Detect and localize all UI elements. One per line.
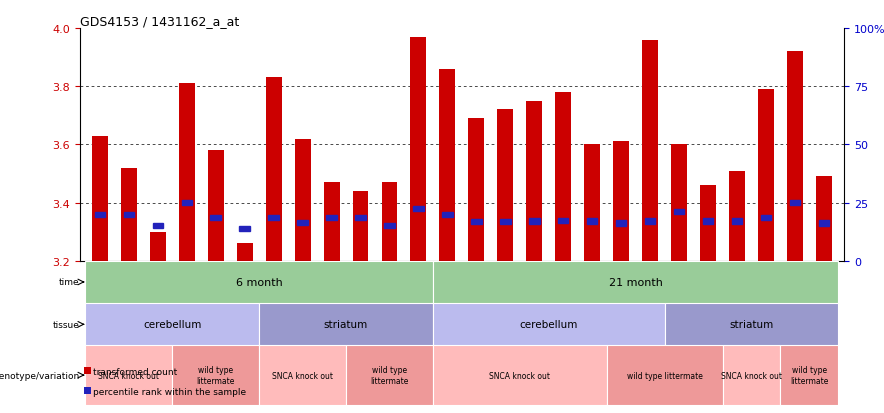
Text: genotype/variation: genotype/variation [0, 371, 80, 380]
Bar [471, 219, 482, 225]
Bar [645, 219, 655, 224]
Text: time: time [59, 278, 80, 287]
Bar [355, 216, 366, 221]
Bar [86, 261, 433, 304]
Bar [442, 212, 453, 217]
Bar [210, 216, 221, 221]
Bar [149, 232, 165, 261]
Bar [353, 192, 369, 261]
Bar [153, 223, 163, 228]
Text: tissue: tissue [53, 320, 80, 329]
Bar [526, 102, 542, 261]
Bar [433, 261, 838, 304]
Bar [587, 219, 598, 224]
Text: striatum: striatum [729, 320, 774, 330]
Bar [558, 218, 568, 224]
Text: 21 month: 21 month [609, 277, 663, 287]
Bar [606, 346, 722, 405]
Bar [269, 216, 278, 221]
Bar [584, 145, 600, 261]
Bar [208, 151, 224, 261]
Bar [671, 145, 687, 261]
Bar [326, 215, 337, 220]
Bar [294, 139, 310, 261]
Text: percentile rank within the sample: percentile rank within the sample [93, 387, 246, 396]
Bar [95, 213, 105, 218]
Bar [433, 346, 606, 405]
Text: 6 month: 6 month [236, 277, 283, 287]
Bar [266, 78, 282, 261]
Bar [433, 304, 665, 346]
Bar [703, 219, 713, 224]
Bar [179, 84, 194, 261]
Bar [761, 216, 771, 221]
Bar [530, 219, 539, 224]
Bar [297, 220, 308, 225]
Bar [555, 93, 571, 261]
Bar [789, 200, 800, 206]
Text: wild type
littermate: wild type littermate [196, 366, 235, 385]
Text: SNCA knock out: SNCA knock out [490, 371, 551, 380]
Text: wild type
littermate: wild type littermate [370, 366, 408, 385]
Bar [439, 69, 455, 261]
Text: wild type littermate: wild type littermate [627, 371, 703, 380]
Text: striatum: striatum [324, 320, 368, 330]
Bar [413, 206, 423, 211]
Bar [324, 183, 339, 261]
Bar [385, 223, 394, 228]
Bar [781, 346, 838, 405]
Text: transformed count: transformed count [93, 367, 178, 376]
Bar [240, 226, 250, 231]
Bar [259, 304, 433, 346]
Bar [86, 346, 172, 405]
Bar [237, 244, 253, 261]
Bar [121, 168, 137, 261]
Bar [722, 346, 781, 405]
Text: SNCA knock out: SNCA knock out [721, 371, 782, 380]
Bar [382, 183, 398, 261]
Bar [613, 142, 629, 261]
Text: cerebellum: cerebellum [520, 320, 578, 330]
Bar [410, 38, 426, 261]
Bar [616, 221, 627, 226]
Bar [346, 346, 433, 405]
Text: SNCA knock out: SNCA knock out [272, 371, 333, 380]
Bar [816, 177, 832, 261]
Text: SNCA knock out: SNCA knock out [98, 371, 159, 380]
Bar [787, 52, 803, 261]
Bar [500, 219, 511, 224]
Bar [732, 219, 743, 224]
Bar [642, 40, 658, 261]
Bar [498, 110, 514, 261]
Text: GDS4153 / 1431162_a_at: GDS4153 / 1431162_a_at [80, 15, 239, 28]
Bar [665, 304, 838, 346]
Bar [729, 171, 745, 261]
Bar [700, 186, 716, 261]
Bar [124, 213, 134, 218]
Bar [86, 304, 259, 346]
Bar [758, 90, 774, 261]
Bar [819, 221, 829, 226]
Bar [92, 136, 108, 261]
Bar [469, 119, 484, 261]
Text: cerebellum: cerebellum [143, 320, 202, 330]
Bar [172, 346, 259, 405]
Bar [674, 209, 684, 214]
Text: wild type
littermate: wild type littermate [790, 366, 828, 385]
Bar [259, 346, 346, 405]
Bar [181, 200, 192, 206]
